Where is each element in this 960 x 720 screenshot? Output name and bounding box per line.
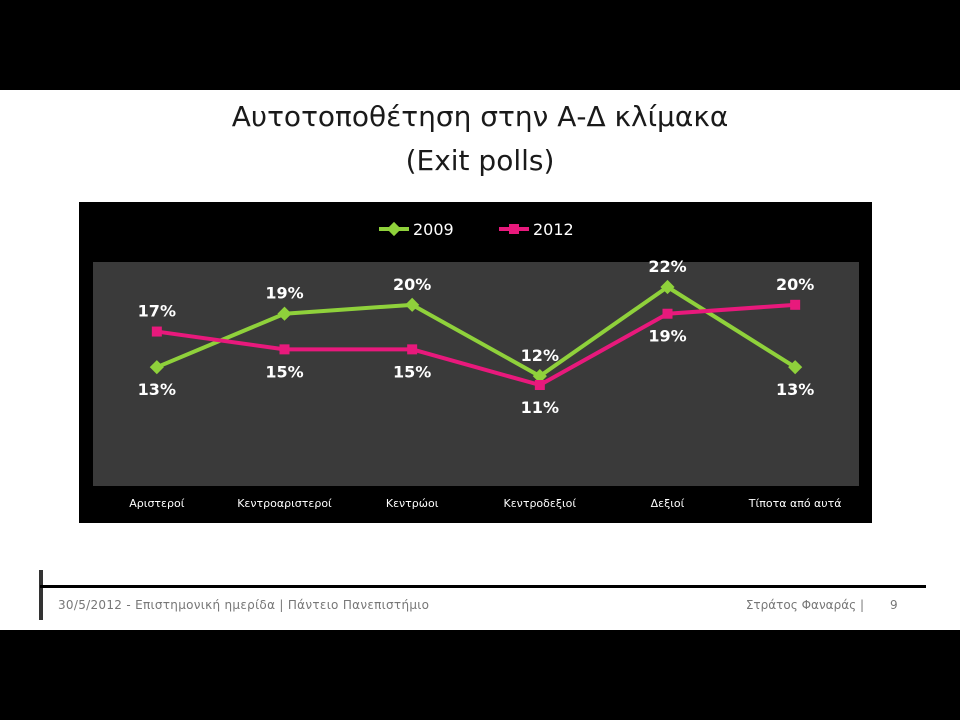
- data-point-2012: [151, 326, 162, 337]
- data-label-2009: 19%: [265, 284, 303, 303]
- legend-label-2012: 2012: [533, 220, 574, 239]
- data-point-2012: [534, 380, 545, 390]
- series-line-2012: [154, 302, 798, 387]
- x-tick-label: Δεξιοί: [651, 497, 685, 510]
- slide-title: Αυτοτοποθέτηση στην Α-Δ κλίμακα: [231, 100, 729, 133]
- data-point-2012: [279, 344, 290, 355]
- data-point-2012: [790, 299, 801, 310]
- legend-label-2009: 2009: [413, 220, 454, 239]
- slide: Αυτοτοποθέτηση στην Α-Δ κλίμακα (Exit po…: [0, 90, 960, 630]
- x-tick-label: Κεντρώοι: [386, 497, 439, 510]
- slide-subtitle: (Exit polls): [405, 144, 555, 177]
- data-label-2009: 20%: [393, 275, 431, 294]
- x-tick-label: Τίποτα από αυτά: [748, 497, 842, 510]
- x-tick-label: Κεντροαριστεροί: [237, 497, 332, 510]
- data-point-2009: [532, 369, 547, 384]
- legend-marker-2012: [509, 224, 519, 234]
- data-point-2009: [660, 279, 675, 295]
- footer-tick: [39, 570, 43, 620]
- data-label-2012: 15%: [393, 362, 431, 381]
- data-label-2012: 17%: [138, 302, 176, 321]
- footer-author: Στράτος Φαναράς |: [745, 598, 864, 612]
- data-label-2009: 22%: [648, 257, 686, 276]
- data-label-2012: 11%: [521, 398, 559, 417]
- data-point-2009: [149, 360, 164, 375]
- data-label-2012: 20%: [776, 275, 814, 294]
- chart-svg: Αριστεροί Κεντροαριστεροί Κεντρώοι Κεντροδε…: [93, 220, 859, 510]
- data-label-2009: 13%: [138, 380, 176, 399]
- data-point-2009: [405, 297, 420, 312]
- data-label-2009: 12%: [521, 346, 559, 365]
- page-number: 9: [890, 598, 898, 612]
- footer-event-text: 30/5/2012 - Επιστημονική ημερίδα | Πάντε…: [58, 598, 430, 612]
- series-line-2009: [154, 285, 798, 379]
- data-point-2012: [407, 344, 418, 355]
- data-label-2009: 13%: [776, 380, 814, 399]
- line-chart: Αριστεροί Κεντροαριστεροί Κεντρώοι Κεντροδε…: [79, 202, 872, 523]
- data-label-2012: 19%: [648, 327, 686, 346]
- x-tick-label: Κεντροδεξιοί: [504, 497, 577, 510]
- data-point-2012: [662, 308, 673, 319]
- plot-area: [93, 262, 859, 486]
- x-tick-label: Αριστεροί: [129, 497, 184, 510]
- footer-divider: [40, 585, 926, 588]
- data-point-2009: [788, 360, 803, 375]
- data-label-2012: 15%: [265, 362, 303, 381]
- legend-marker-2009: [386, 221, 402, 237]
- data-point-2009: [277, 306, 292, 321]
